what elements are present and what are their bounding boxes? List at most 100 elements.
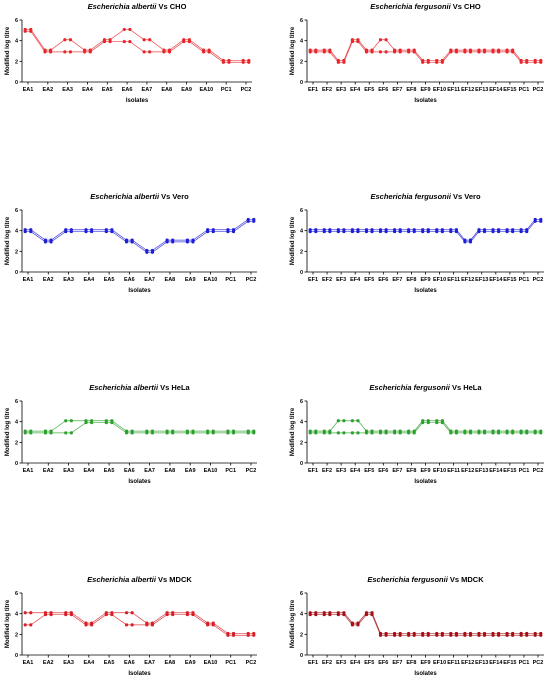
data-point [350,431,354,435]
chart-title-species: Escherichia albertii [90,192,160,201]
data-point [491,50,495,54]
data-point [356,229,360,234]
data-point [148,50,152,54]
x-tick-label: EF4 [350,87,361,93]
x-tick-label: EA3 [63,660,74,666]
x-tick-label: EF6 [378,660,388,666]
data-point [384,633,388,637]
data-point [171,612,175,617]
y-tick-label: 0 [15,653,18,659]
chart-panel-5: Escherichia albertii Vs HeLa 0 2 4 6 Modified… [5,383,257,485]
chart-panel-3: Escherichia albertii Vs Vero 0 2 4 6 Modified… [5,192,257,294]
data-point [525,229,529,234]
x-tick-label: PC1 [519,87,530,93]
series-line-1 [310,612,541,634]
x-tick-label: EF8 [406,660,416,666]
x-axis-label: Isolates [414,671,437,677]
y-axis-label: Modified log titre [290,599,296,648]
x-tick-label: EA9 [185,660,196,666]
x-tick-label: PC2 [246,660,257,666]
y-tick-label: 6 [15,18,18,24]
data-point [468,633,473,637]
data-point [426,60,430,64]
data-point [533,431,537,435]
data-point [342,431,346,435]
data-point [150,431,155,435]
data-point [124,240,129,244]
x-tick-label: EF12 [461,277,474,283]
data-point [130,623,134,627]
x-tick-label: EF6 [378,468,388,474]
x-tick-label: EF6 [378,277,388,283]
x-tick-label: PC1 [225,277,236,283]
data-point [43,612,48,617]
x-tick-label: PC2 [533,468,544,474]
data-point [84,623,88,627]
chart-title-species: Escherichia albertii [88,2,158,11]
x-tick-label: EF14 [489,277,503,283]
data-point [162,50,166,54]
y-tick-label: 0 [300,653,303,659]
x-tick-label: EA7 [142,87,153,93]
x-tick-label: EF7 [392,87,402,93]
data-point [322,612,326,617]
data-point [165,431,169,435]
data-point [350,419,354,423]
data-point [407,50,411,54]
x-tick-label: EF15 [503,87,516,93]
data-point [165,612,169,617]
series-line-1 [310,39,541,61]
y-tick-label: 4 [300,39,304,45]
y-tick-label: 2 [300,440,303,446]
data-point [108,39,112,44]
data-point [246,431,250,435]
data-point [142,50,146,54]
data-point [231,633,236,637]
data-point [23,29,27,33]
x-tick-label: EF6 [378,87,388,93]
x-tick-label: EA4 [83,468,95,474]
x-tick-label: PC1 [225,468,236,474]
x-tick-label: EA4 [83,660,95,666]
data-point [69,431,73,435]
data-point [477,50,481,54]
data-point [525,633,529,637]
data-point [533,60,537,64]
data-point [398,229,402,234]
data-point [378,633,383,637]
x-tick-label: EA10 [204,660,218,666]
data-point [533,219,537,223]
data-point [370,229,374,234]
data-point [407,431,411,435]
x-tick-label: PC1 [225,660,236,666]
data-point [43,431,48,435]
data-point [519,633,523,637]
data-point [69,229,73,234]
chart-title-cell-line: Vs HeLa [450,383,483,392]
x-tick-label: EF14 [489,660,503,666]
data-point [90,229,94,234]
chart-title: Escherichia albertii Vs MDCK [87,575,192,584]
data-point [49,431,53,435]
x-tick-label: EF13 [475,87,488,93]
data-point [207,50,211,54]
data-point [328,50,332,54]
x-tick-label: EF7 [392,277,402,283]
data-point [412,633,416,637]
data-point [231,229,236,234]
data-point [482,50,487,54]
data-point [440,229,444,234]
data-point [145,431,149,435]
data-point [384,50,388,54]
x-tick-label: EF7 [392,660,402,666]
data-point [378,50,383,54]
data-point [185,612,189,617]
x-axis-label: Isolates [414,288,437,294]
data-point [497,229,501,234]
y-tick-label: 0 [300,270,303,276]
data-point [308,229,312,234]
data-point [519,229,523,234]
data-point [426,420,430,425]
series-line-2 [310,422,541,434]
data-point [49,612,53,617]
